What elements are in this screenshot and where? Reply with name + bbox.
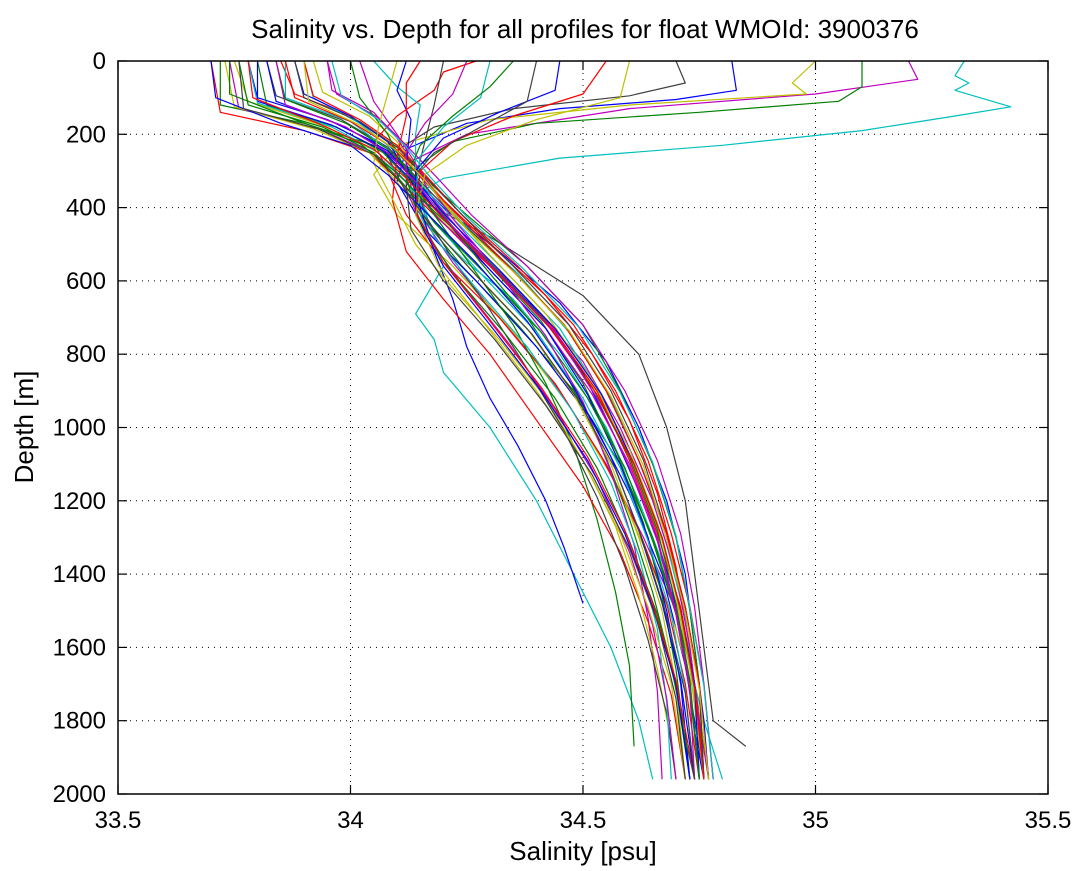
y-axis-label: Depth [m] [9,371,39,484]
profile-line-25 [326,60,714,780]
profile-line-31 [373,60,654,780]
y-tick-label: 1800 [53,708,106,735]
profile-line-50 [303,60,710,780]
x-tick-labels: 33.5 34 34.5 35 35.5 [95,807,1072,834]
profile-line-51 [238,60,696,780]
profile-line-7 [387,60,747,747]
y-tick-label: 400 [66,195,106,222]
profile-line-20 [312,60,705,780]
profile-line-42 [415,60,696,780]
y-tick-labels: 0 200 400 600 800 1000 1200 1400 1600 1800 2000 [53,48,106,808]
profile-line-48 [331,60,714,780]
profile-lines [210,60,1012,780]
y-tick-label: 1400 [53,561,106,588]
x-tick-label: 34 [337,807,364,834]
profile-line-44 [405,60,686,780]
profile-line-30 [238,60,700,780]
profile-line-34 [359,60,663,780]
axis-ticks [117,60,1049,795]
x-tick-label: 35.5 [1025,807,1072,834]
y-tick-label: 1000 [53,415,106,442]
profile-line-35 [391,60,686,780]
profile-line-37 [415,60,677,780]
y-tick-label: 600 [66,268,106,295]
profile-line-36 [373,60,677,780]
x-tick-label: 35 [802,807,829,834]
profile-line-32 [396,60,584,604]
profile-line-41 [415,60,691,780]
profile-line-24 [247,60,696,780]
x-tick-label: 34.5 [560,807,607,834]
y-tick-label: 200 [66,121,106,148]
y-tick-label: 800 [66,341,106,368]
profile-line-39 [405,60,677,780]
profile-line-46 [229,61,700,780]
x-tick-label: 33.5 [95,807,142,834]
profile-line-49 [275,60,696,780]
chart-title: Salinity vs. Depth for all profiles for … [251,14,919,44]
profile-line-33 [349,60,635,747]
profile-line-43 [415,60,686,780]
x-axis-label: Salinity [psu] [509,836,656,866]
profile-line-47 [247,60,705,780]
y-tick-label: 1600 [53,634,106,661]
y-tick-label: 0 [93,48,106,75]
profile-line-38 [415,60,672,780]
y-tick-label: 2000 [53,781,106,808]
y-tick-label: 1200 [53,488,106,515]
